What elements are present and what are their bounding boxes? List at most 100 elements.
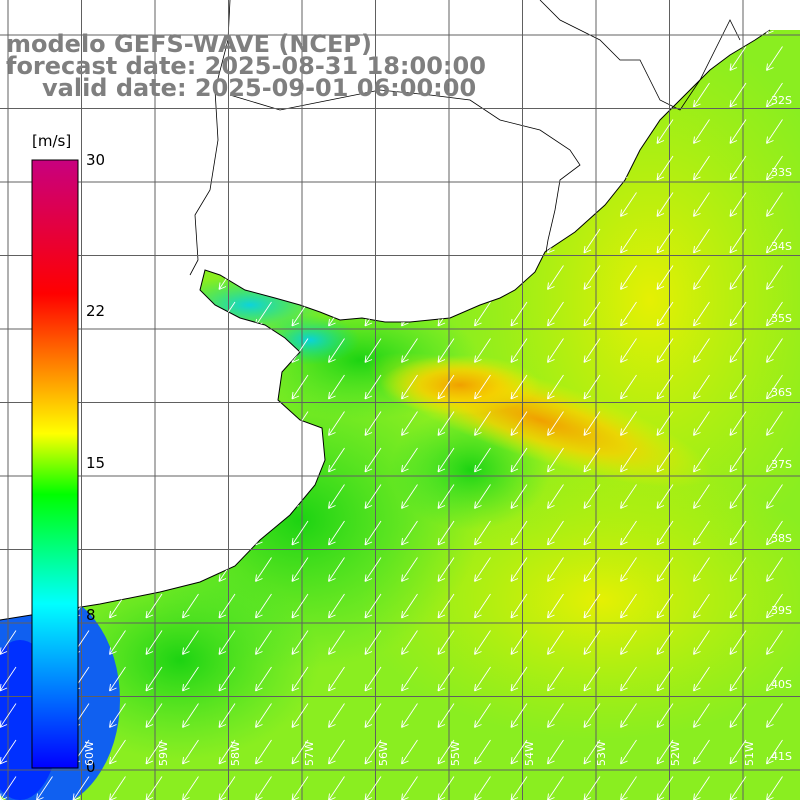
wind-arrow (109, 630, 126, 655)
wind-arrow (620, 301, 637, 327)
wind-arrow (364, 557, 382, 582)
wind-arrow (218, 703, 236, 728)
wind-arrow (474, 593, 491, 619)
wind-arrow (437, 228, 455, 254)
wind-arrow (656, 82, 674, 108)
wind-arrow (766, 666, 783, 692)
wind-arrow (255, 703, 272, 728)
wind-arrow (583, 119, 601, 144)
wind-arrow (364, 228, 382, 254)
wind-arrow (510, 374, 528, 400)
wind-arrow (656, 557, 674, 582)
wind-arrow (620, 739, 637, 765)
wind-arrow (510, 192, 528, 217)
wind-arrow (218, 739, 236, 765)
wind-arrow (510, 630, 528, 655)
wind-arrow (109, 666, 126, 692)
wind-arrow (218, 338, 236, 363)
wind-arrow (547, 484, 564, 509)
wind-arrow (401, 155, 418, 181)
wind-arrow (109, 776, 126, 800)
wind-arrow (583, 739, 601, 765)
wind-arrow (182, 630, 199, 655)
lon-label: 54W (523, 741, 536, 766)
wind-arrow (364, 119, 382, 144)
wind-arrow (583, 228, 601, 254)
wind-arrow (729, 338, 747, 363)
valid-date: valid date: 2025-09-01 06:00:00 (42, 74, 477, 102)
lat-label: 41S (771, 750, 792, 763)
wind-arrow (437, 119, 455, 144)
wind-arrow (109, 447, 126, 473)
lat-label: 32S (771, 94, 792, 107)
wind-arrow (291, 520, 309, 546)
wind-arrow (766, 338, 783, 363)
wind-arrow (620, 630, 637, 655)
wind-arrow (109, 155, 126, 181)
wind-arrow (255, 666, 272, 692)
wind-arrow (328, 411, 345, 436)
wind-arrow (729, 192, 747, 217)
wind-arrow (656, 228, 674, 254)
wind-arrow (182, 447, 199, 473)
wind-arrow (583, 82, 601, 108)
wind-arrow (328, 155, 345, 181)
wind-arrow (109, 228, 126, 254)
wind-arrow (291, 703, 309, 728)
wind-arrow (510, 155, 528, 181)
wind-arrow (620, 265, 637, 290)
wind-arrow (145, 447, 163, 473)
wind-arrow (218, 520, 236, 546)
wind-arrow (255, 776, 272, 800)
wind-arrow (656, 739, 674, 765)
wind-arrow (218, 630, 236, 655)
wind-arrow (182, 155, 199, 181)
wind-arrow (693, 557, 710, 582)
wind-arrow (109, 301, 126, 327)
wind-arrow (401, 739, 418, 765)
wind-arrow (145, 192, 163, 217)
wind-arrow (620, 411, 637, 436)
wind-arrow (255, 411, 272, 436)
wind-arrow (656, 155, 674, 181)
wind-arrow (328, 228, 345, 254)
wind-arrow (547, 411, 564, 436)
wind-arrow (72, 776, 90, 800)
wind-arrow (510, 82, 528, 108)
wind-arrow (547, 30, 564, 35)
wind-arrow (109, 484, 126, 509)
wind-arrow (291, 557, 309, 582)
wind-arrow (729, 739, 747, 765)
wind-arrow (547, 630, 564, 655)
wind-arrow (474, 374, 491, 400)
wind-arrow (291, 776, 309, 800)
wind-arrow (547, 338, 564, 363)
wind-arrow (510, 484, 528, 509)
wind-arrow (729, 82, 747, 108)
wind-arrow (328, 776, 345, 800)
wind-arrow (401, 593, 418, 619)
wind-arrow (547, 301, 564, 327)
wind-arrow (145, 301, 163, 327)
wind-arrow (109, 338, 126, 363)
wind-arrow (364, 484, 382, 509)
wind-arrow (510, 739, 528, 765)
wind-arrow (474, 228, 491, 254)
lat-label: 39S (771, 604, 792, 617)
wind-arrow (620, 338, 637, 363)
wind-arrow (255, 374, 272, 400)
wind-arrow (437, 739, 455, 765)
wind-arrow (766, 82, 783, 108)
wind-arrow (437, 666, 455, 692)
wind-arrow (656, 703, 674, 728)
wind-arrow (109, 192, 126, 217)
wind-arrow (766, 593, 783, 619)
wind-arrow (547, 666, 564, 692)
lon-label: 57W (303, 741, 316, 766)
wind-arrow (401, 776, 418, 800)
wind-arrow (437, 447, 455, 473)
wind-arrow (182, 374, 199, 400)
wind-arrow (145, 776, 163, 800)
wind-arrow (510, 703, 528, 728)
